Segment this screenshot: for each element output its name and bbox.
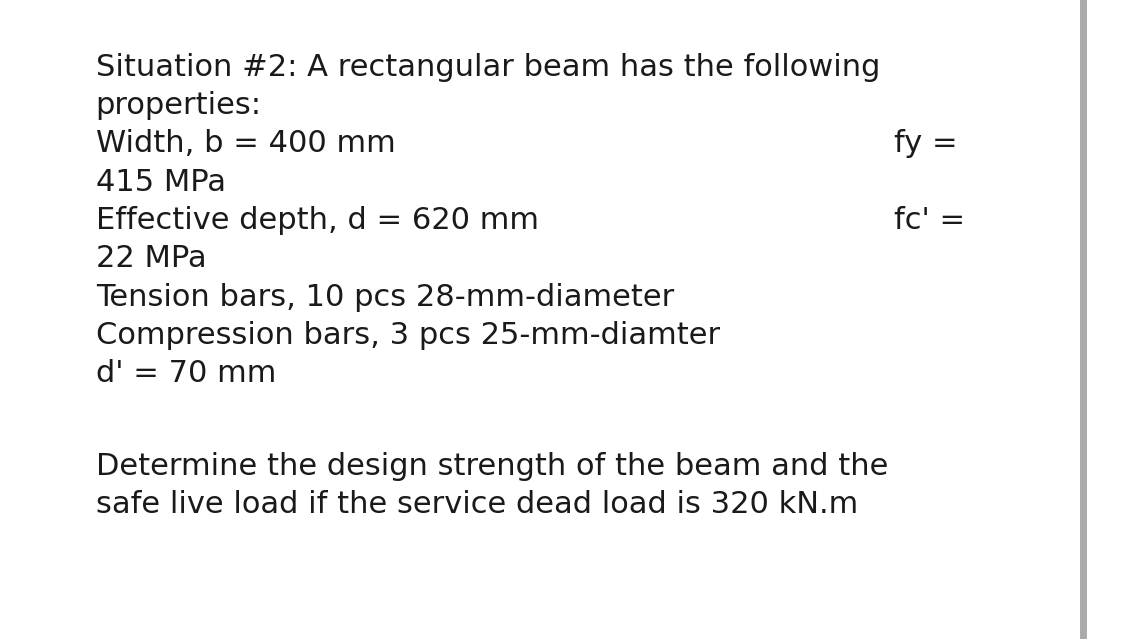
Text: Compression bars, 3 pcs 25-mm-diamter: Compression bars, 3 pcs 25-mm-diamter (96, 321, 720, 350)
Text: Effective depth, d = 620 mm: Effective depth, d = 620 mm (96, 206, 539, 235)
Text: properties:: properties: (96, 91, 262, 120)
Text: 415 MPa: 415 MPa (96, 167, 226, 197)
Text: Tension bars, 10 pcs 28-mm-diameter: Tension bars, 10 pcs 28-mm-diameter (96, 282, 674, 312)
Text: Situation #2: A rectangular beam has the following: Situation #2: A rectangular beam has the… (96, 52, 880, 82)
Text: d' = 70 mm: d' = 70 mm (96, 359, 276, 389)
Text: fc' =: fc' = (894, 206, 965, 235)
Text: safe live load if the service dead load is 320 kN.m: safe live load if the service dead load … (96, 490, 858, 520)
Text: Determine the design strength of the beam and the: Determine the design strength of the bea… (96, 452, 888, 481)
Text: fy =: fy = (894, 129, 958, 158)
Text: 22 MPa: 22 MPa (96, 244, 206, 273)
Text: Width, b = 400 mm: Width, b = 400 mm (96, 129, 395, 158)
